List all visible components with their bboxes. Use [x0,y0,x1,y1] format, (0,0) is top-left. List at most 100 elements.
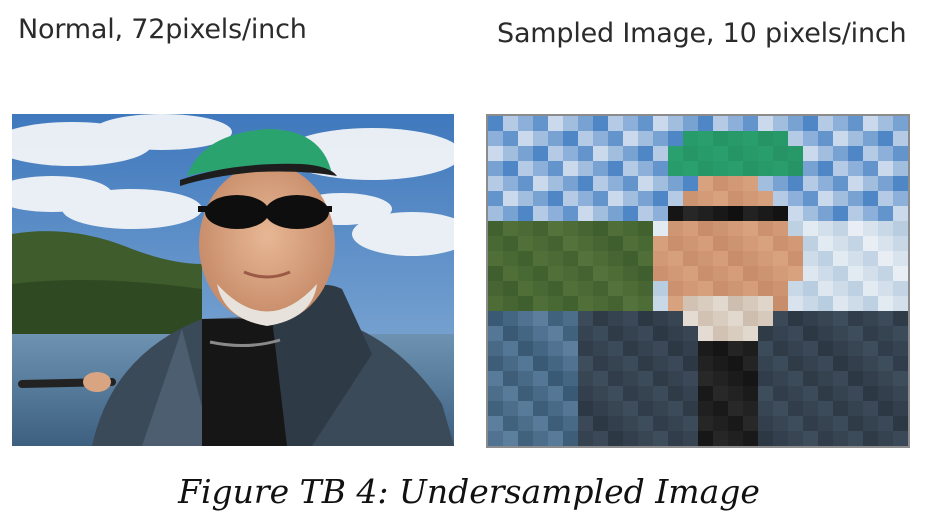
mosaic-pixel [743,251,758,266]
mosaic-pixel [548,431,563,446]
mosaic-pixel [653,251,668,266]
mosaic-pixel [878,371,893,386]
mosaic-pixel [533,266,548,281]
mosaic-pixel [743,131,758,146]
mosaic-pixel [683,266,698,281]
mosaic-pixel [713,356,728,371]
mosaic-pixel [758,356,773,371]
mosaic-pixel [683,326,698,341]
mosaic-pixel [563,146,578,161]
mosaic-pixel [863,341,878,356]
mosaic-pixel [773,281,788,296]
mosaic-pixel [698,206,713,221]
mosaic-pixel [833,251,848,266]
mosaic-pixel [533,236,548,251]
mosaic-pixel [698,431,713,446]
mosaic-pixel [863,371,878,386]
mosaic-pixel [848,116,863,131]
mosaic-pixel [683,296,698,311]
mosaic-pixel [683,341,698,356]
mosaic-pixel [773,296,788,311]
mosaic-pixel [713,386,728,401]
mosaic-pixel [833,386,848,401]
mosaic-pixel [578,176,593,191]
mosaic-pixel [563,296,578,311]
mosaic-pixel [623,206,638,221]
mosaic-pixel [518,431,533,446]
mosaic-pixel [518,386,533,401]
mosaic-pixel [713,251,728,266]
mosaic-pixel [788,146,803,161]
mosaic-pixel [758,371,773,386]
mosaic-pixel [488,236,503,251]
mosaic-pixel [593,326,608,341]
mosaic-pixel [548,371,563,386]
mosaic-pixel [548,341,563,356]
mosaic-pixel [773,266,788,281]
mosaic-pixel [578,266,593,281]
mosaic-pixel [653,176,668,191]
mosaic-pixel [893,191,908,206]
mosaic-pixel [713,266,728,281]
mosaic-pixel [833,161,848,176]
mosaic-pixel [893,341,908,356]
mosaic-pixel [593,236,608,251]
mosaic-pixel [788,431,803,446]
mosaic-pixel [638,281,653,296]
mosaic-pixel [623,296,638,311]
mosaic-pixel [893,386,908,401]
mosaic-pixel [698,116,713,131]
mosaic-pixel [818,431,833,446]
mosaic-pixel [758,401,773,416]
mosaic-pixel [698,371,713,386]
mosaic-pixel [878,356,893,371]
mosaic-pixel [518,206,533,221]
mosaic-pixel [533,296,548,311]
mosaic-pixel [518,116,533,131]
mosaic-pixel [533,431,548,446]
mosaic-pixel [503,266,518,281]
mosaic-pixel [833,266,848,281]
mosaic-pixel [698,311,713,326]
mosaic-pixel [563,251,578,266]
mosaic-pixel [728,191,743,206]
mosaic-pixel [773,311,788,326]
mosaic-pixel [548,416,563,431]
mosaic-pixel [668,176,683,191]
mosaic-pixel [728,236,743,251]
mosaic-pixel [893,206,908,221]
mosaic-pixel [848,146,863,161]
mosaic-pixel [848,131,863,146]
mosaic-pixel [893,146,908,161]
mosaic-pixel [698,266,713,281]
mosaic-pixel [878,416,893,431]
mosaic-pixel [818,131,833,146]
mosaic-pixel [803,386,818,401]
mosaic-pixel [833,131,848,146]
mosaic-pixel [503,251,518,266]
mosaic-pixel [848,431,863,446]
mosaic-pixel [623,416,638,431]
mosaic-pixel [548,296,563,311]
mosaic-pixel [608,191,623,206]
mosaic-pixel [533,371,548,386]
mosaic-pixel [893,116,908,131]
mosaic-pixel [788,191,803,206]
mosaic-pixel [818,371,833,386]
mosaic-pixel [773,146,788,161]
mosaic-pixel [848,191,863,206]
mosaic-pixel [743,431,758,446]
mosaic-pixel [518,161,533,176]
mosaic-pixel [743,341,758,356]
mosaic-pixel [863,206,878,221]
mosaic-pixel [833,356,848,371]
mosaic-pixel [593,251,608,266]
mosaic-pixel [743,146,758,161]
mosaic-pixel [548,266,563,281]
mosaic-pixel [563,326,578,341]
mosaic-pixel [863,281,878,296]
mosaic-pixel [743,371,758,386]
mosaic-pixel [608,206,623,221]
mosaic-pixel [563,176,578,191]
mosaic-pixel [653,341,668,356]
